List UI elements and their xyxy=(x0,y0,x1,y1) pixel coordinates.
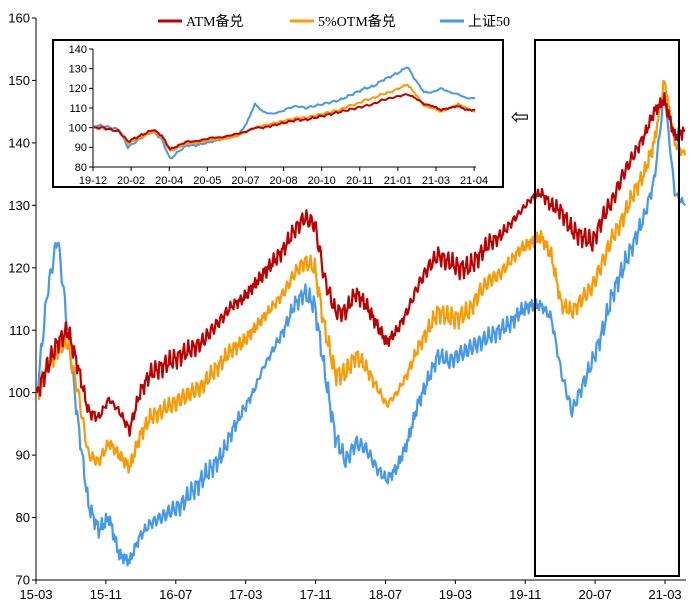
x-tick-label: 20-11 xyxy=(346,175,373,187)
x-tick-label: 19-12 xyxy=(79,175,107,187)
x-tick-label: 21-03 xyxy=(648,587,681,602)
x-tick-label: 21-03 xyxy=(422,175,450,187)
y-tick-label: 90 xyxy=(16,448,30,463)
series-line-1 xyxy=(93,83,476,152)
x-tick-label: 20-05 xyxy=(193,175,221,187)
x-tick-label: 20-07 xyxy=(231,175,259,187)
y-tick-label: 100 xyxy=(8,385,30,400)
y-tick-label: 70 xyxy=(16,573,30,588)
y-tick-label: 150 xyxy=(8,73,30,88)
main-series xyxy=(35,79,687,567)
y-tick-label: 130 xyxy=(8,198,30,213)
x-tick-label: 20-08 xyxy=(269,175,297,187)
inset-series xyxy=(93,66,476,160)
inset-frame xyxy=(52,39,504,188)
x-tick-label: 19-11 xyxy=(509,587,541,602)
x-tick-label: 17-11 xyxy=(299,587,331,602)
legend-label: 上证50 xyxy=(468,14,510,30)
series-line-0 xyxy=(35,91,686,437)
legend: ATM备兑 5%OTM备兑 上证50 xyxy=(158,13,510,30)
y-tick-label: 80 xyxy=(16,510,30,525)
series-line-2 xyxy=(36,92,686,567)
arrow-icon: ⇦ xyxy=(511,104,529,129)
x-tick-label: 21-01 xyxy=(384,175,412,187)
legend-label: ATM备兑 xyxy=(186,13,244,30)
x-tick-label: 18-07 xyxy=(369,587,402,602)
x-tick-label: 20-04 xyxy=(155,175,183,187)
y-tick-label: 80 xyxy=(75,162,87,174)
y-tick-label: 140 xyxy=(8,135,30,150)
series-line-0 xyxy=(93,93,476,151)
highlight-box xyxy=(534,39,680,577)
y-tick-label: 120 xyxy=(8,260,30,275)
x-tick-label: 20-02 xyxy=(117,175,145,187)
y-tick-label: 100 xyxy=(69,123,87,135)
x-tick-label: 20-10 xyxy=(308,175,336,187)
y-tick-label: 110 xyxy=(9,323,30,338)
series-line-1 xyxy=(35,79,687,474)
y-tick-label: 140 xyxy=(69,44,87,56)
x-tick-label: 19-03 xyxy=(439,587,472,602)
main-axes: 70 80 90 100 110 120 130 140 150 160 15-03 15-11 16-… xyxy=(8,11,686,602)
y-tick-label: 120 xyxy=(69,83,87,95)
y-tick-label: 130 xyxy=(69,64,87,76)
inset-axes: 80 90 100 110 120 130 140 19-12 20-02 20-04 20-05 2… xyxy=(69,44,489,187)
y-tick-label: 90 xyxy=(75,142,87,154)
x-tick-label: 15-03 xyxy=(19,587,52,602)
x-tick-label: 17-03 xyxy=(229,587,262,602)
x-tick-label: 21-04 xyxy=(460,175,488,187)
legend-label: 5%OTM备兑 xyxy=(318,13,396,30)
x-tick-label: 16-07 xyxy=(159,587,192,602)
x-tick-label: 15-11 xyxy=(90,587,122,602)
x-tick-label: 20-07 xyxy=(579,587,612,602)
y-tick-label: 110 xyxy=(69,103,87,115)
y-tick-label: 160 xyxy=(8,11,30,26)
